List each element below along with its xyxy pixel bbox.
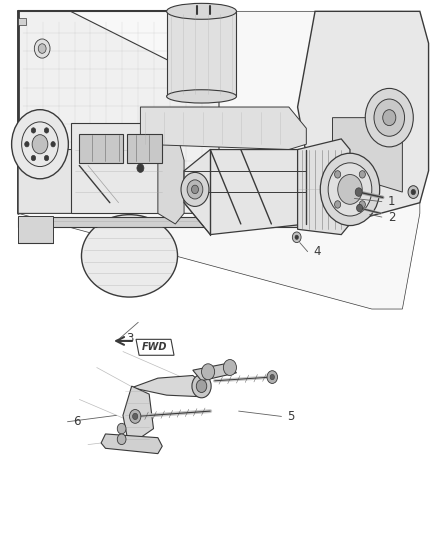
Polygon shape	[18, 11, 219, 213]
Circle shape	[365, 88, 413, 147]
Circle shape	[411, 189, 416, 195]
Text: FWD: FWD	[142, 342, 168, 352]
Circle shape	[335, 201, 341, 208]
Circle shape	[196, 379, 207, 392]
Circle shape	[359, 201, 365, 208]
Circle shape	[133, 413, 138, 419]
Text: 4: 4	[314, 245, 321, 258]
Polygon shape	[297, 139, 350, 235]
Circle shape	[137, 164, 144, 172]
Circle shape	[44, 156, 49, 160]
Circle shape	[335, 171, 341, 178]
Circle shape	[359, 171, 365, 178]
Text: 1: 1	[388, 195, 395, 208]
Polygon shape	[101, 434, 162, 454]
Circle shape	[383, 110, 396, 126]
Ellipse shape	[166, 90, 237, 103]
Circle shape	[25, 142, 29, 147]
Circle shape	[32, 135, 48, 154]
Circle shape	[223, 360, 237, 375]
Circle shape	[44, 128, 49, 133]
Circle shape	[267, 370, 278, 383]
Polygon shape	[193, 364, 237, 381]
Circle shape	[270, 374, 275, 379]
Circle shape	[187, 180, 203, 199]
Circle shape	[34, 39, 50, 58]
Text: 5: 5	[287, 410, 295, 423]
Polygon shape	[18, 150, 88, 213]
Text: 6: 6	[73, 415, 81, 428]
Bar	[18, 18, 26, 25]
Text: 3: 3	[126, 332, 133, 345]
Circle shape	[31, 128, 35, 133]
Polygon shape	[184, 150, 306, 235]
Ellipse shape	[81, 215, 177, 297]
Polygon shape	[332, 118, 403, 192]
Bar	[71, 123, 166, 213]
Circle shape	[374, 99, 405, 136]
Circle shape	[191, 185, 198, 193]
Circle shape	[328, 163, 372, 216]
Circle shape	[408, 185, 419, 198]
Text: 2: 2	[388, 211, 395, 223]
Circle shape	[51, 142, 55, 147]
Polygon shape	[141, 107, 306, 150]
Circle shape	[355, 188, 362, 196]
Polygon shape	[18, 11, 420, 309]
Polygon shape	[136, 340, 174, 356]
Polygon shape	[158, 128, 184, 224]
Bar	[166, 11, 237, 96]
Circle shape	[117, 423, 126, 434]
Circle shape	[338, 174, 362, 204]
Circle shape	[320, 154, 380, 225]
Polygon shape	[297, 11, 428, 224]
Circle shape	[130, 409, 141, 423]
Bar	[127, 134, 162, 163]
Circle shape	[357, 204, 363, 212]
Circle shape	[38, 44, 46, 53]
Ellipse shape	[166, 3, 237, 19]
Polygon shape	[123, 386, 153, 438]
Circle shape	[192, 374, 211, 398]
Circle shape	[201, 364, 215, 379]
Polygon shape	[132, 375, 206, 397]
Circle shape	[292, 232, 301, 243]
Circle shape	[31, 156, 35, 160]
Bar	[79, 134, 123, 163]
Polygon shape	[18, 216, 315, 227]
Circle shape	[181, 172, 209, 206]
Polygon shape	[18, 216, 53, 243]
Circle shape	[117, 434, 126, 445]
Circle shape	[295, 235, 298, 239]
Circle shape	[12, 110, 68, 179]
